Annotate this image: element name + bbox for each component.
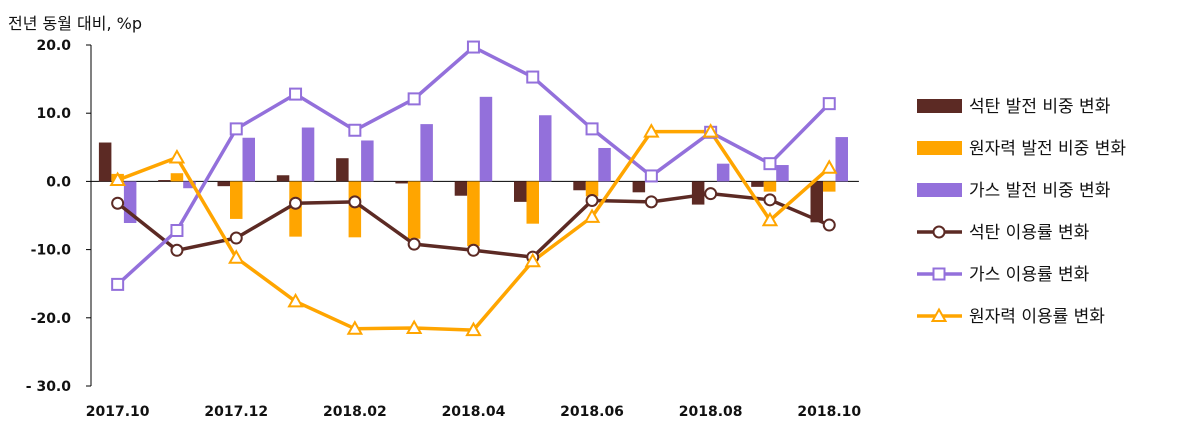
bar-1	[573, 181, 586, 191]
line-point-2	[466, 40, 480, 54]
line-point-3	[168, 148, 186, 164]
bar-3	[242, 137, 255, 182]
line-point-3	[287, 292, 304, 308]
bar-1	[395, 181, 408, 184]
bar-3	[183, 181, 196, 189]
legend-swatch-bar	[917, 99, 962, 113]
y-tick-label: -10.0	[31, 243, 72, 259]
bar-2	[467, 181, 480, 247]
line-point-1	[644, 195, 658, 209]
legend-label: 석탄 발전 비중 변화	[969, 97, 1111, 117]
bar-2	[230, 181, 243, 219]
line-point-1	[822, 218, 836, 232]
line-point-2	[585, 122, 599, 136]
line-point-3	[643, 123, 660, 138]
line-point-3	[583, 208, 601, 223]
line-point-2	[111, 277, 125, 291]
line-point-3	[465, 321, 482, 337]
y-tick-label: 0.0	[46, 174, 71, 190]
line-point-3	[702, 123, 719, 138]
line-point-1	[289, 196, 303, 210]
line-point-2	[526, 70, 540, 84]
x-tick-label: 2017.12	[204, 404, 268, 420]
legend-label: 원자력 이용률 변화	[969, 307, 1105, 327]
line-point-1	[348, 195, 362, 209]
bar-3	[361, 140, 374, 182]
bar-1	[276, 175, 290, 182]
bar-3	[776, 165, 789, 182]
bar-1	[810, 181, 823, 223]
bar-2	[823, 181, 836, 192]
bar-2	[170, 173, 184, 182]
line-point-1	[111, 196, 125, 210]
line-point-3	[228, 249, 245, 264]
bar-3	[716, 163, 730, 182]
bar-1	[751, 181, 764, 187]
line-point-2	[407, 92, 421, 106]
line-point-2	[822, 97, 836, 111]
bar-1	[632, 181, 646, 193]
legend-label: 가스 이용률 변화	[969, 265, 1090, 285]
bar-3	[835, 137, 848, 182]
bar-2	[585, 181, 599, 197]
legend-swatch-marker	[930, 307, 948, 322]
legend-swatch-bar	[917, 183, 962, 197]
line-point-1	[763, 193, 777, 207]
bar-2	[526, 181, 539, 224]
x-tick-label: 2018.04	[442, 404, 506, 420]
bar-3	[479, 96, 493, 182]
bar-1	[98, 142, 112, 182]
y-tick-label: - 30.0	[26, 379, 71, 395]
line-point-2	[763, 157, 777, 171]
legend-swatch-bar	[917, 141, 962, 155]
bar-1	[336, 158, 349, 182]
legend-label: 원자력 발전 비중 변화	[969, 139, 1126, 159]
line-point-3	[346, 320, 364, 335]
bar-1	[454, 181, 468, 196]
x-tick-label: 2018.02	[323, 404, 387, 420]
line-point-2	[229, 122, 243, 136]
unit-label: 전년 동월 대비, %p	[8, 14, 142, 33]
line-point-3	[405, 319, 423, 335]
line-point-2	[644, 169, 658, 183]
y-tick-label: 10.0	[36, 106, 71, 122]
line-point-1	[407, 237, 421, 251]
bar-3	[420, 124, 433, 182]
legend-swatch-marker	[932, 225, 946, 239]
bar-3	[539, 115, 552, 182]
line-point-1	[585, 193, 599, 207]
bar-2	[763, 181, 777, 192]
y-tick-label: -20.0	[31, 311, 72, 327]
legend-label: 석탄 이용률 변화	[969, 223, 1090, 243]
line-point-3	[524, 252, 541, 268]
legend-swatch-marker	[932, 267, 946, 281]
bar-2	[348, 181, 362, 238]
bar-1	[217, 181, 230, 187]
line-point-3	[109, 171, 126, 187]
bar-1	[514, 181, 527, 202]
line-point-1	[229, 231, 243, 245]
legend-label: 가스 발전 비중 변화	[969, 181, 1111, 201]
line-point-1	[466, 243, 480, 257]
x-tick-label: 2018.06	[560, 404, 624, 420]
line-point-1	[170, 243, 184, 257]
bar-3	[598, 147, 611, 182]
line-point-2	[348, 123, 362, 137]
plot-area: 20.0 10.0 0.0 -10.0 -20.0 - 30.0 2017.10 2017.1…	[26, 38, 862, 420]
line-point-1	[704, 187, 718, 201]
line-point-3	[761, 211, 779, 227]
bar-3	[301, 127, 315, 182]
bar-1	[691, 181, 705, 205]
bar-1	[158, 180, 171, 182]
x-tick-label: 2017.10	[86, 404, 150, 420]
bar-2	[407, 181, 421, 239]
line-point-3	[821, 159, 838, 174]
x-tick-label: 2018.08	[679, 404, 743, 420]
y-tick-label: 20.0	[36, 38, 71, 54]
line-point-2	[170, 224, 184, 238]
line-point-2	[289, 87, 303, 101]
x-tick-label: 2018.10	[797, 404, 861, 420]
